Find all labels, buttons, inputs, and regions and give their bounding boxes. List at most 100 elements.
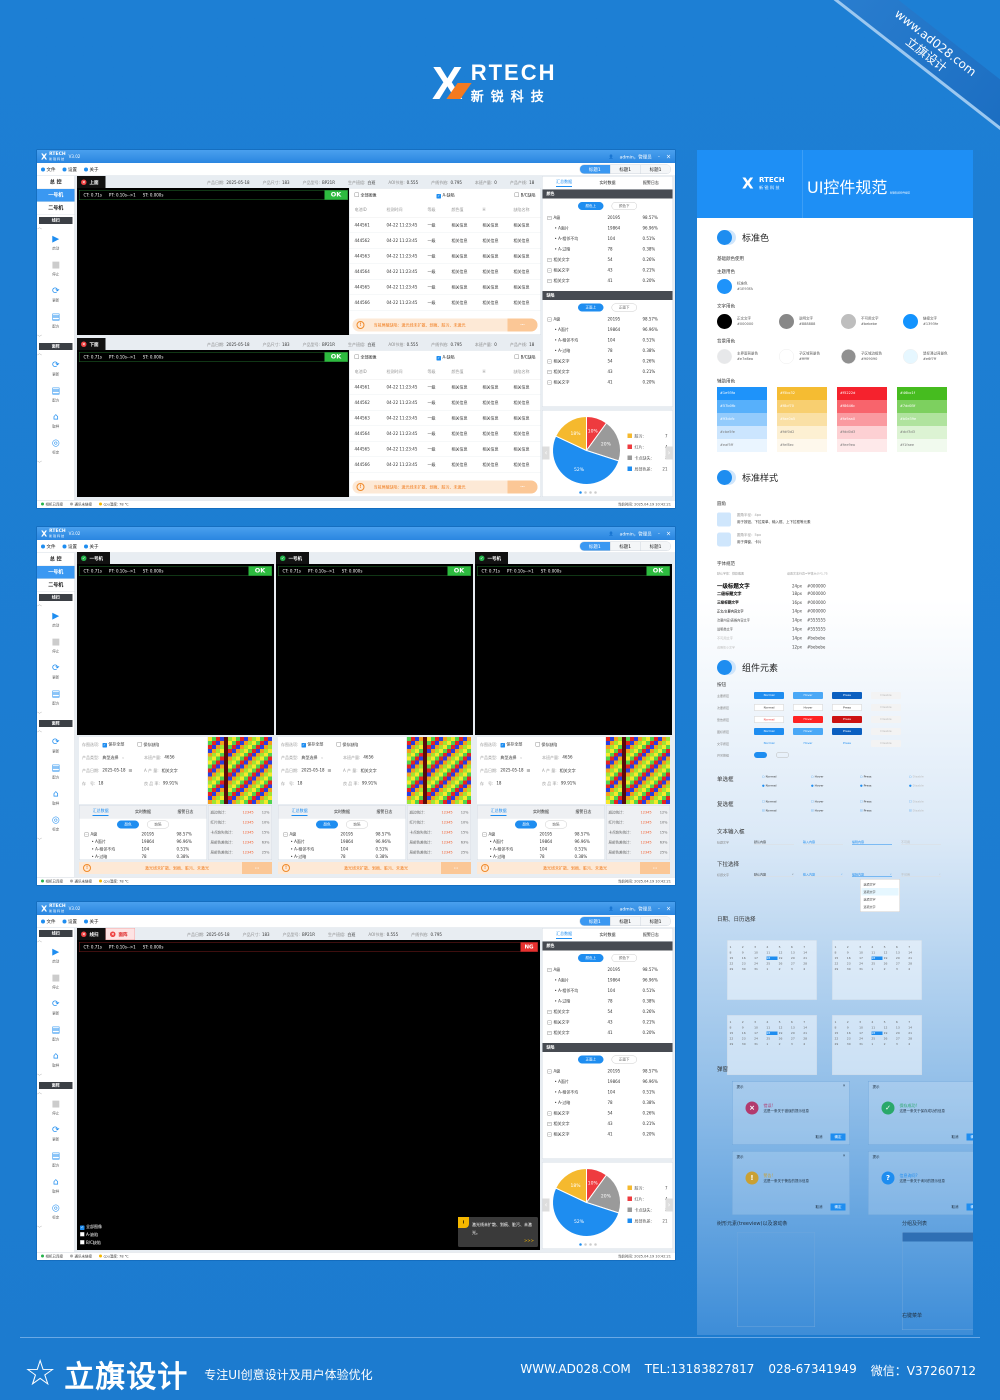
calendar-day[interactable]: 3 [790,967,793,972]
calendar-day[interactable]: 11 [871,951,876,955]
calendar-day[interactable]: 10 [859,951,863,955]
popup-more-button[interactable]: >>> [523,1238,534,1244]
stats-row[interactable]: − 相关文字 43 0.21% [543,367,673,378]
filter-checkbox[interactable]: ✓ A-缺陷 [436,193,455,199]
save-all-checkbox[interactable]: ✓ 保存全部 [102,742,124,748]
stats-row[interactable]: • A面片 19864 96.96% [543,223,673,234]
save-defect-checkbox[interactable]: 保存缺陷 [336,741,358,748]
area-tab[interactable]: 报警日志 [177,809,194,815]
calendar-day[interactable]: 5 [778,945,781,950]
calendar-day[interactable]: 30 [741,967,746,972]
calendar-day[interactable]: 20 [895,956,900,961]
sample-button[interactable]: Hover [803,741,813,746]
sidebar-action[interactable]: ■ 停止 [37,970,75,996]
menu-file[interactable]: 文件 [41,918,56,925]
calendar-day[interactable]: 31 [754,967,758,972]
calendar-day[interactable]: 29 [729,967,734,972]
minimize-button[interactable]: – [657,531,660,536]
calendar-sample[interactable]: 1 2 3 4 5 6 7 8 9 10 11 12 13 14 15 16 17 18 19 20 21 22 23 24 2… [727,1015,817,1075]
calendar-day[interactable]: 7 [803,1020,806,1025]
input-sample[interactable]: 输入内容 [803,840,843,845]
stats-row[interactable]: • A-相邻不均 104 0.51% [279,846,406,854]
stats-row[interactable]: − A级 20195 98.57% [543,314,673,325]
calendar-day[interactable]: 22 [729,1037,734,1041]
calendar-day[interactable]: 7 [908,945,911,950]
sidebar-action[interactable]: ■ 停止 [37,1096,75,1122]
calendar-day[interactable]: 29 [729,1042,734,1047]
calendar-day[interactable]: 1 [766,1042,769,1047]
menu-file[interactable]: 文件 [41,166,56,173]
calendar-day[interactable]: 14 [908,951,913,955]
stats-row[interactable]: − A级 20195 98.57% [80,831,207,839]
menu-about[interactable]: 关于 [84,543,99,550]
calendar-day[interactable]: 4 [871,1020,874,1025]
table-row[interactable]: 444564 04-22 11:23:45 一级 相关信息 相关信息 相关信息 [349,426,541,442]
calendar-day[interactable]: 6 [895,1020,898,1025]
calendar-day[interactable]: 28 [803,1037,808,1041]
calendar-day[interactable]: 5 [778,1020,781,1025]
camera-tab[interactable]: × 线扫 [77,928,106,940]
calendar-day[interactable]: 28 [908,962,913,966]
calendar-day[interactable]: 9 [741,951,744,955]
calendar-day[interactable]: 18 [871,1031,883,1035]
calendar-day[interactable]: 7 [803,945,806,950]
select-sample[interactable]: 编辑内容 ⌄ [852,872,892,877]
calendar-day[interactable]: 5 [883,945,886,950]
confirm-button[interactable]: 确定 [830,1203,846,1211]
carousel-dot[interactable] [579,1243,582,1246]
close-button[interactable]: × [665,153,671,160]
stats-row[interactable]: • A面片 19864 96.96% [543,975,673,986]
checkbox-option[interactable]: ☐ Normal [762,800,802,804]
calendar-day[interactable]: 30 [846,1042,851,1047]
filter-checkbox[interactable]: A-缺陷 [80,1231,102,1239]
calendar-day[interactable]: 3 [895,1042,898,1047]
color-toggle-button[interactable]: 颜色下 [611,202,637,210]
carousel-dot[interactable] [594,1243,597,1246]
camera-tab[interactable]: × 下面 [77,338,106,350]
camera-tab[interactable]: × 上面 [77,176,106,188]
type-field[interactable]: 产品类型: 典型选择 ⌄ [82,755,141,761]
calendar-day[interactable]: 30 [846,967,851,972]
calendar-day[interactable]: 10 [754,951,758,955]
calendar-day[interactable]: 29 [834,967,839,972]
calendar-day[interactable]: 27 [790,962,795,966]
sidebar-action[interactable]: ⌂ 取样 [37,786,75,812]
sample-button[interactable]: Disable [871,692,901,699]
calendar-day[interactable]: 11 [766,951,771,955]
table-row[interactable]: 444564 04-22 11:23:45 一级 相关信息 相关信息 相关信息 [349,264,541,280]
camera-tab[interactable]: × 面阵 [105,928,136,940]
stats-row[interactable]: • A面片 19864 96.96% [543,1077,673,1088]
title-tab-1[interactable]: 标题1 [579,917,610,926]
calendar-day[interactable]: 6 [790,1020,793,1025]
sample-button[interactable]: Hover [793,728,823,735]
calendar-day[interactable]: 22 [834,962,839,966]
title-tab-3[interactable]: 标题1 [640,542,671,551]
pie-slice-2[interactable] [585,422,621,462]
select-sample[interactable]: 输入内容 ⌄ [803,872,843,877]
calendar-day[interactable]: 15 [729,956,734,961]
cancel-button[interactable]: 取消 [951,1135,959,1139]
calendar-day[interactable]: 1 [729,1020,732,1025]
stats-row[interactable]: − 相关文字 41 0.20% [543,1028,673,1039]
calendar-day[interactable]: 15 [834,1031,839,1036]
table-row[interactable]: 444561 04-22 11:23:45 一级 相关信息 相关信息 相关信息 [349,218,541,233]
carousel-dot[interactable] [589,491,592,494]
calendar-day[interactable]: 24 [754,962,758,966]
title-tab-2[interactable]: 标题1 [609,165,641,174]
calendar-day[interactable]: 2 [741,945,744,950]
pie-slice-0[interactable] [555,1167,587,1204]
area-toggle-button[interactable]: 缺陷 [545,820,567,829]
sidebar-action[interactable]: ⌂ 取样 [37,1048,75,1074]
calendar-day[interactable]: 26 [778,1037,783,1041]
stats-row[interactable]: • A-相邻不均 104 0.51% [543,1087,673,1098]
stats-row[interactable]: • A面片 19864 96.96% [478,838,605,846]
table-row[interactable]: 444563 04-22 11:23:45 一级 相关信息 相关信息 相关信息 [349,249,541,264]
calendar-day[interactable]: 1 [729,945,732,950]
area-toggle-button[interactable]: 缺陷 [346,820,368,829]
user-name[interactable]: admin，管理员 [619,154,652,160]
carousel-dot[interactable] [584,1243,587,1246]
stats-row[interactable]: • A-过暗 78 0.38% [279,853,406,861]
sidebar-action[interactable]: ▤ 配方 [37,686,75,712]
sample-button[interactable]: Normal [754,692,784,699]
calendar-day[interactable]: 8 [729,951,732,955]
